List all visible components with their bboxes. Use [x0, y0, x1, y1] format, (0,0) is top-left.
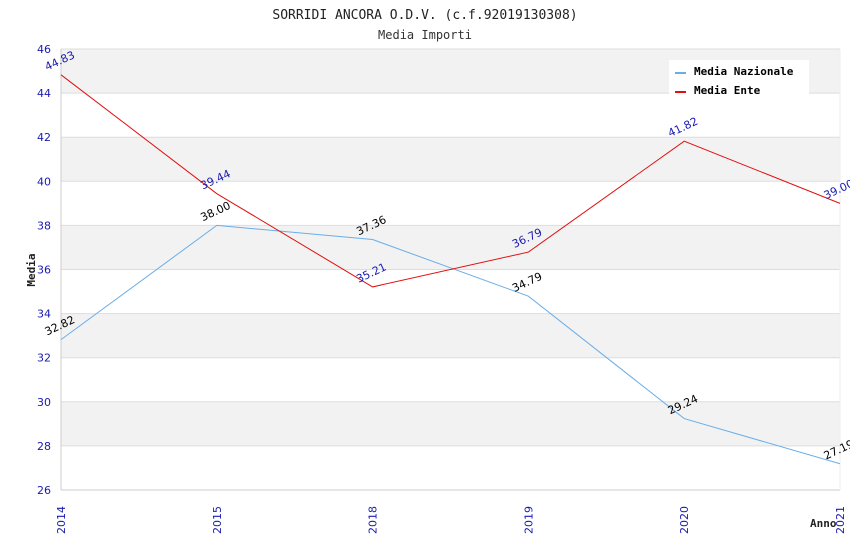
y-tick-label: 38 [37, 219, 51, 232]
plot-band [61, 313, 840, 358]
legend-label-media-nazionale: Media Nazionale [694, 65, 794, 78]
plot-band [61, 401, 840, 446]
y-tick-label: 28 [37, 440, 51, 453]
plot-band [61, 357, 840, 402]
plot-band [61, 445, 840, 490]
y-axis-label: Media [25, 253, 38, 286]
plot-band [61, 93, 840, 138]
y-axis-ticks: 26 28 30 32 34 36 38 40 42 44 46 [37, 43, 51, 497]
x-tick-label: 2019 [522, 506, 535, 534]
series-line-media-ente [60, 74, 841, 288]
x-tick-label: 2020 [678, 506, 691, 534]
plot-band [61, 137, 840, 182]
y-tick-label: 34 [37, 308, 51, 321]
plot-band [61, 225, 840, 270]
chart-subtitle: Media Importi [378, 28, 472, 42]
x-tick-label: 2021 [834, 506, 847, 534]
plot-background [61, 49, 840, 490]
legend: Media Nazionale Media Ente [669, 60, 809, 98]
y-tick-label: 30 [37, 396, 51, 409]
x-tick-label: 2018 [367, 506, 380, 534]
y-tick-label: 26 [37, 484, 51, 497]
y-tick-label: 36 [37, 264, 51, 277]
y-tick-label: 46 [37, 43, 51, 56]
legend-label-media-ente: Media Ente [694, 84, 761, 97]
x-axis-ticks: 2014 2015 2018 2019 2020 2021 [55, 506, 847, 534]
chart-title: SORRIDI ANCORA O.D.V. (c.f.92019130308) [272, 8, 577, 23]
gridlines [60, 48, 841, 491]
x-tick-label: 2015 [211, 506, 224, 534]
y-tick-label: 32 [37, 352, 51, 365]
plot-band [61, 181, 840, 226]
y-tick-label: 44 [37, 87, 51, 100]
x-axis-label: Anno [810, 517, 837, 530]
x-tick-label: 2014 [55, 506, 68, 534]
legend-box [669, 60, 809, 98]
plot-band [61, 269, 840, 314]
y-tick-label: 42 [37, 131, 51, 144]
series-line-media-nazionale [60, 224, 841, 465]
y-tick-label: 40 [37, 175, 51, 188]
series-group [60, 74, 841, 465]
